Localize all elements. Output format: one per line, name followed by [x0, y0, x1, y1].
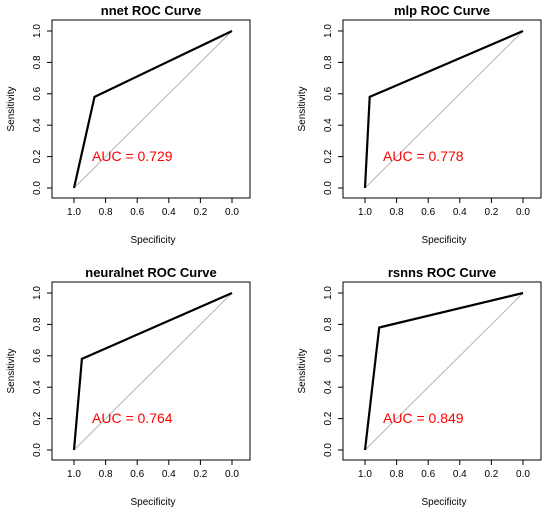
auc-annotation: AUC = 0.778: [383, 148, 464, 164]
y-tick-label: 0.0: [323, 181, 334, 195]
x-tick-label: 1.0: [67, 469, 81, 480]
y-tick-label: 0.4: [32, 118, 43, 132]
x-tick-label: 0.6: [421, 207, 435, 218]
roc-panel-2: mlp ROC Curve 1.0 0.8 0.6 0.4 0.2 0.0 0.0 0.2 0.4…: [297, 3, 542, 246]
y-tick-label: 1.0: [32, 286, 43, 300]
chance-diagonal-line: [364, 30, 524, 189]
y-tick-label: 0.2: [32, 149, 43, 163]
x-axis-label: Specificity: [421, 497, 466, 508]
y-tick-label: 0.6: [32, 348, 43, 362]
x-tick-label: 0.4: [162, 207, 176, 218]
roc-curve-line: [363, 29, 524, 189]
y-tick-label: 0.0: [323, 443, 334, 457]
y-axis-label: Sensitivity: [6, 86, 17, 131]
y-tick-label: 1.0: [323, 24, 334, 38]
y-tick-label: 0.4: [32, 380, 43, 394]
y-tick-label: 1.0: [323, 286, 334, 300]
x-tick-label: 0.6: [130, 207, 144, 218]
y-tick-label: 0.8: [323, 317, 334, 331]
chance-diagonal-line: [364, 292, 524, 451]
x-tick-label: 1.0: [67, 207, 81, 218]
y-tick-label: 0.8: [32, 55, 43, 69]
x-tick-label: 0.8: [390, 207, 404, 218]
x-tick-label: 0.4: [453, 469, 467, 480]
x-tick-label: 0.8: [390, 469, 404, 480]
x-tick-label: 0.2: [484, 469, 498, 480]
x-tick-label: 0.0: [516, 207, 530, 218]
x-axis-label: Specificity: [130, 497, 175, 508]
x-tick-label: 0.0: [225, 207, 239, 218]
x-tick-label: 0.6: [421, 469, 435, 480]
y-axis-label: Sensitivity: [297, 348, 308, 393]
roc-panel-3: neuralnet ROC Curve 1.0 0.8 0.6 0.4 0.2 0.0 0.0…: [6, 265, 251, 508]
y-tick-label: 0.6: [32, 86, 43, 100]
x-tick-label: 1.0: [358, 469, 372, 480]
chart-title: nnet ROC Curve: [101, 3, 201, 18]
chance-diagonal-line: [73, 292, 233, 451]
y-tick-label: 0.4: [323, 118, 334, 132]
y-axis-label: Sensitivity: [6, 348, 17, 393]
y-tick-label: 0.2: [32, 411, 43, 425]
auc-annotation: AUC = 0.764: [92, 410, 173, 426]
x-axis-label: Specificity: [421, 235, 466, 246]
x-tick-label: 0.8: [99, 469, 113, 480]
x-tick-label: 1.0: [358, 207, 372, 218]
roc-curve-line: [72, 291, 233, 451]
chart-title: mlp ROC Curve: [394, 3, 490, 18]
y-tick-label: 0.4: [323, 380, 334, 394]
roc-panel-4: rsnns ROC Curve 1.0 0.8 0.6 0.4 0.2 0.0 0.0 0.2 0…: [297, 265, 542, 508]
x-tick-label: 0.2: [193, 469, 207, 480]
x-axis-label: Specificity: [130, 235, 175, 246]
y-tick-label: 0.2: [323, 149, 334, 163]
roc-curve-line: [363, 291, 524, 451]
plot-frame: [342, 281, 542, 461]
y-tick-label: 0.0: [32, 181, 43, 195]
y-axis-label: Sensitivity: [297, 86, 308, 131]
roc-curve-line: [72, 30, 233, 189]
y-tick-label: 0.0: [32, 443, 43, 457]
auc-annotation: AUC = 0.849: [383, 410, 464, 426]
chance-diagonal-line: [73, 30, 233, 189]
chart-title: neuralnet ROC Curve: [85, 265, 216, 280]
plot-frame: [342, 19, 542, 199]
plot-frame: [51, 281, 251, 461]
x-tick-label: 0.2: [193, 207, 207, 218]
x-tick-label: 0.6: [130, 469, 144, 480]
roc-panel-1: nnet ROC Curve 1.0 0.8 0.6 0.4 0.2 0.0 0.0 0.2 0.…: [6, 3, 251, 246]
y-tick-label: 0.8: [323, 55, 334, 69]
y-tick-label: 0.8: [32, 317, 43, 331]
x-tick-label: 0.2: [484, 207, 498, 218]
plot-frame: [51, 19, 251, 199]
auc-annotation: AUC = 0.729: [92, 148, 173, 164]
x-tick-label: 0.0: [225, 469, 239, 480]
y-tick-label: 0.6: [323, 348, 334, 362]
y-tick-label: 0.6: [323, 86, 334, 100]
x-tick-label: 0.4: [453, 207, 467, 218]
x-tick-label: 0.8: [99, 207, 113, 218]
x-tick-label: 0.0: [516, 469, 530, 480]
y-tick-label: 0.2: [323, 411, 334, 425]
y-tick-label: 1.0: [32, 24, 43, 38]
x-tick-label: 0.4: [162, 469, 176, 480]
chart-title: rsnns ROC Curve: [388, 265, 496, 280]
